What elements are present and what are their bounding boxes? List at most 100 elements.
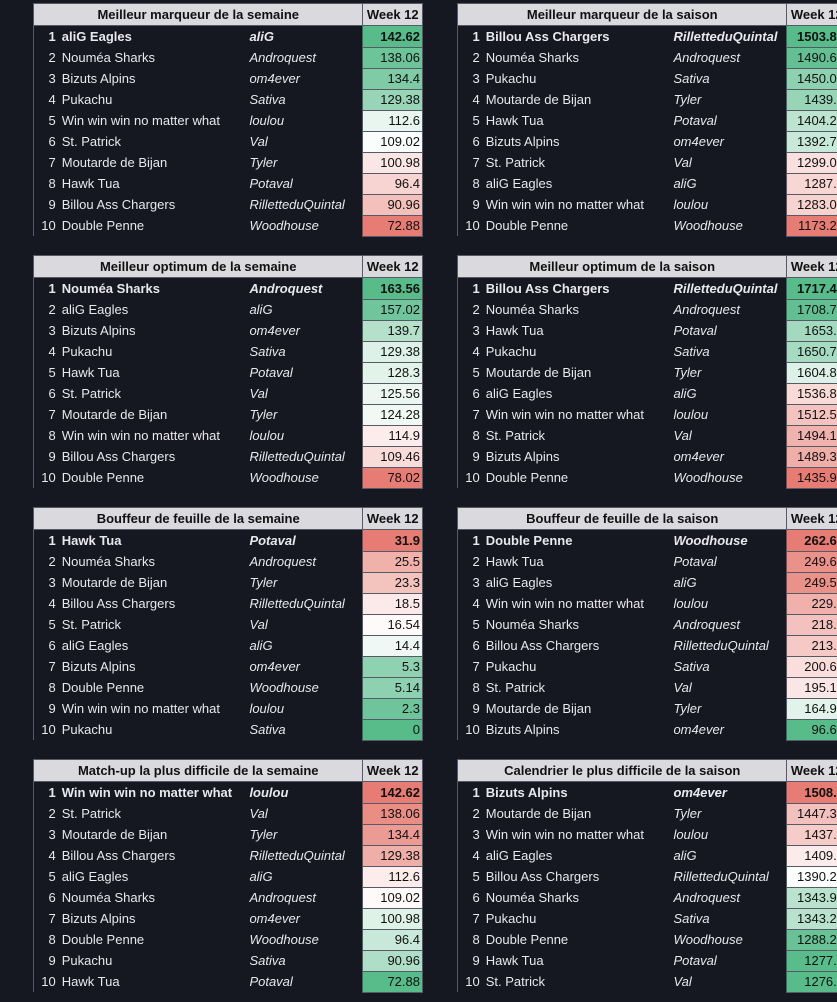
score-value: 1650.74 [786,340,837,363]
rank-cell: 7 [456,908,486,929]
owner-name: Potaval [249,971,364,992]
team-name: Moutarde de Bijan [485,365,592,380]
rank-cell: 9 [456,194,486,215]
owner-name: Tyler [249,404,364,425]
rank-cell: 4 [456,341,486,362]
team-name: St. Patrick [61,134,121,149]
score-value: 90.96 [362,949,423,972]
team-name: Billou Ass Chargers [61,596,176,611]
rank-cell: 6 [32,383,62,404]
table-row: 2 aliG Eagles aliG 157.02 [32,298,423,321]
owner-name: Val [249,383,364,404]
team-name: St. Patrick [485,974,545,989]
owner-name: Androquest [249,277,364,299]
score-value: 1708.72 [786,298,837,321]
rank-cell: 2 [456,299,486,320]
team-name: Bizuts Alpins [61,323,136,338]
owner-name: Potaval [249,529,364,551]
team-name: Pukachu [61,92,113,107]
panel-header: Calendrier le plus difficile de la saiso… [456,759,837,782]
panel-title: Meilleur marqueur de la semaine [32,3,364,26]
rank-cell: 3 [456,824,486,845]
team-name: Billou Ass Chargers [61,449,176,464]
team-name: Pukachu [61,344,113,359]
score-value: 134.4 [362,823,423,846]
owner-name: Tyler [249,572,364,593]
score-value: 1299.02 [786,151,837,174]
owner-name: Potaval [673,950,788,971]
rank-cell: 2 [456,47,486,68]
team-name: Billou Ass Chargers [61,197,176,212]
score-value: 163.56 [362,277,423,300]
score-value: 1435.92 [786,466,837,489]
score-value: 1277.5 [786,949,837,972]
team-name: Pukachu [485,344,537,359]
team-name: aliG Eagles [485,848,553,863]
panel-header: Meilleur marqueur de la semaine Week 12 [32,3,423,26]
rank-cell: 2 [32,803,62,824]
owner-name: Woodhouse [249,929,364,950]
table-row: 4 Billou Ass Chargers RilletteduQuintal 18.… [32,592,423,615]
rank-cell: 10 [456,215,486,236]
score-value: 213.6 [786,634,837,657]
rank-cell: 3 [32,68,62,89]
table-row: 6 Nouméa Sharks Androquest 109.02 [32,886,423,909]
week-label: Week 12 [786,759,837,782]
table-row: 2 St. Patrick Val 138.06 [32,802,423,825]
panel-title: Meilleur optimum de la semaine [32,255,364,278]
team-name: Hawk Tua [61,176,120,191]
panel-title: Meilleur marqueur de la saison [456,3,788,26]
owner-name: Potaval [249,173,364,194]
week-label: Week 12 [362,759,423,782]
team-name: aliG Eagles [485,386,553,401]
score-value: 1512.54 [786,403,837,426]
team-name: Bizuts Alpins [61,71,136,86]
score-value: 78.02 [362,466,423,489]
rank-cell: 5 [456,866,486,887]
owner-name: Androquest [249,887,364,908]
team-name: Double Penne [61,680,145,695]
team-name: Nouméa Sharks [61,890,155,905]
table-row: 1 Win win win no matter what loulou 142.62 [32,781,423,804]
rank-cell: 4 [456,593,486,614]
panel-header: Meilleur optimum de la semaine Week 12 [32,255,423,278]
score-value: 125.56 [362,382,423,405]
rank-cell: 4 [456,845,486,866]
team-name: Moutarde de Bijan [485,92,592,107]
team-name: Pukachu [485,911,537,926]
rank-cell: 6 [32,131,62,152]
rank-cell: 3 [32,824,62,845]
table-row: 9 Win win win no matter what loulou 2.3 [32,697,423,720]
score-value: 1392.74 [786,130,837,153]
rank-cell: 7 [456,404,486,425]
team-name: Hawk Tua [485,554,544,569]
rank-cell: 10 [456,971,486,992]
score-value: 109.02 [362,130,423,153]
score-value: 114.9 [362,424,423,447]
leaderboard-panel: Calendrier le plus difficile de la saiso… [456,759,837,993]
team-name: Bizuts Alpins [61,911,136,926]
table-row: 7 Moutarde de Bijan Tyler 100.98 [32,151,423,174]
table-row: 8 Hawk Tua Potaval 96.4 [32,172,423,195]
table-row: 3 Bizuts Alpins om4ever 134.4 [32,67,423,90]
owner-name: Sativa [249,341,364,362]
score-value: 1343.22 [786,907,837,930]
team-name: Billou Ass Chargers [485,281,610,296]
score-value: 1490.62 [786,46,837,69]
table-row: 7 Moutarde de Bijan Tyler 124.28 [32,403,423,426]
score-value: 90.96 [362,193,423,216]
table-row: 5 Hawk Tua Potaval 128.3 [32,361,423,384]
score-value: 100.98 [362,151,423,174]
rank-cell: 8 [456,173,486,194]
team-name: Billou Ass Chargers [485,869,600,884]
